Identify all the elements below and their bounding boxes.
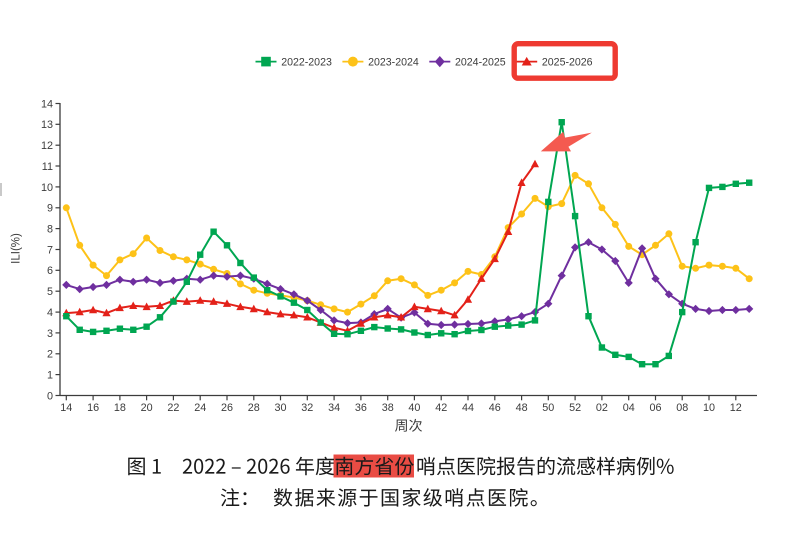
svg-text:46: 46 xyxy=(489,402,501,414)
svg-text:14: 14 xyxy=(60,402,72,414)
svg-text:04: 04 xyxy=(623,402,635,414)
svg-text:8: 8 xyxy=(47,224,53,236)
svg-text:6: 6 xyxy=(47,265,53,277)
svg-text:9: 9 xyxy=(47,203,53,215)
svg-text:2024-2025: 2024-2025 xyxy=(455,56,506,68)
svg-text:30: 30 xyxy=(274,402,286,414)
svg-text:36: 36 xyxy=(355,402,367,414)
svg-text:34: 34 xyxy=(328,402,340,414)
svg-text:38: 38 xyxy=(382,402,394,414)
svg-text:2: 2 xyxy=(47,349,53,361)
svg-text:08: 08 xyxy=(676,402,688,414)
svg-text:28: 28 xyxy=(248,402,260,414)
svg-text:5: 5 xyxy=(47,286,53,298)
svg-text:12: 12 xyxy=(41,140,53,152)
svg-text:ILI(%): ILI(%) xyxy=(11,233,23,264)
svg-text:16: 16 xyxy=(87,402,99,414)
svg-text:50: 50 xyxy=(542,402,554,414)
svg-text:2023-2024: 2023-2024 xyxy=(368,56,419,68)
svg-text:2025-2026: 2025-2026 xyxy=(542,56,593,68)
svg-text:7: 7 xyxy=(47,244,53,256)
svg-text:20: 20 xyxy=(141,402,153,414)
svg-text:26: 26 xyxy=(221,402,233,414)
svg-text:13: 13 xyxy=(41,119,53,131)
svg-text:10: 10 xyxy=(703,402,715,414)
svg-text:06: 06 xyxy=(649,402,661,414)
svg-text:24: 24 xyxy=(194,402,206,414)
svg-text:3: 3 xyxy=(47,328,53,340)
svg-text:0: 0 xyxy=(47,390,53,402)
svg-text:22: 22 xyxy=(167,402,179,414)
svg-text:42: 42 xyxy=(435,402,447,414)
svg-text:10: 10 xyxy=(41,182,53,194)
svg-text:12: 12 xyxy=(730,402,742,414)
svg-text:1: 1 xyxy=(47,370,53,382)
svg-text:44: 44 xyxy=(462,402,474,414)
svg-text:52: 52 xyxy=(569,402,581,414)
svg-text:11: 11 xyxy=(42,161,53,173)
svg-text:02: 02 xyxy=(596,402,608,414)
svg-text:14: 14 xyxy=(41,98,53,110)
svg-text:32: 32 xyxy=(301,402,313,414)
svg-text:18: 18 xyxy=(114,402,126,414)
svg-text:40: 40 xyxy=(408,402,420,414)
svg-text:2022-2023: 2022-2023 xyxy=(281,56,332,68)
svg-text:4: 4 xyxy=(47,307,53,319)
svg-text:48: 48 xyxy=(516,402,528,414)
